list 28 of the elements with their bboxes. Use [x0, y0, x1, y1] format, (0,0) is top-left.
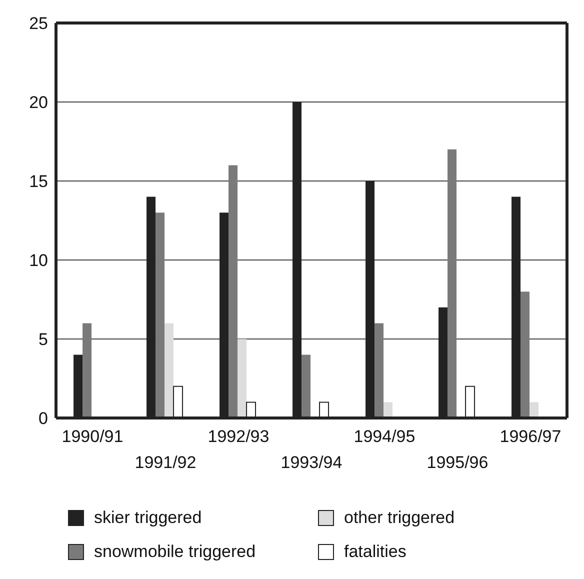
x-tick-label: 1994/95: [354, 427, 416, 446]
bar: [302, 354, 311, 418]
bar: [530, 402, 539, 418]
bar: [448, 149, 457, 418]
bar: [520, 292, 530, 418]
y-tick-label: 20: [29, 93, 48, 112]
x-tick-label: 1991/92: [134, 453, 196, 472]
x-tick-label: 1992/93: [208, 427, 270, 446]
bar: [228, 165, 238, 418]
x-tick-label: 1996/97: [500, 427, 562, 446]
x-tick-label: 1993/94: [280, 453, 342, 472]
y-tick-label: 15: [29, 172, 48, 192]
x-tick-label: 1990/91: [62, 427, 124, 446]
legend-label: skier triggered: [94, 508, 202, 528]
y-tick-label: 25: [29, 14, 48, 34]
y-tick-label: 10: [29, 251, 48, 270]
legend-label: snowmobile triggered: [94, 542, 256, 562]
bar: [238, 339, 247, 418]
legend-label: fatalities: [344, 542, 406, 562]
x-tick-label: 1995/96: [426, 453, 488, 472]
legend-label: other triggered: [344, 508, 455, 528]
y-tick-label: 0: [38, 409, 48, 428]
bar: [384, 402, 393, 418]
y-tick-label: 5: [38, 330, 48, 350]
bar: [156, 212, 165, 418]
bar: [82, 323, 92, 418]
bar: [164, 323, 174, 418]
bar: [374, 323, 384, 418]
